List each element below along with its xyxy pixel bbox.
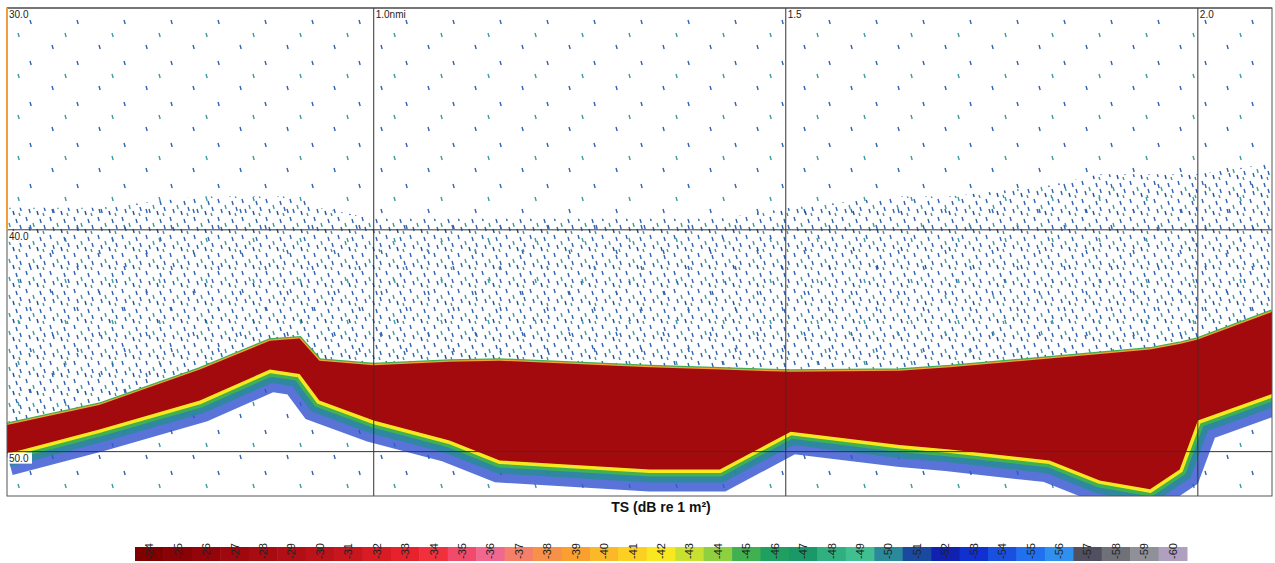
colorbar-tick-label: -43 bbox=[683, 543, 695, 559]
label-ground bbox=[8, 453, 32, 464]
tick-label: 40.0 bbox=[9, 231, 29, 242]
colorbar-tick-label: -39 bbox=[570, 543, 582, 559]
tick-label: 1.5 bbox=[788, 9, 802, 20]
colorbar-tick-label: -36 bbox=[484, 543, 496, 559]
colorbar-tick-label: -48 bbox=[826, 543, 838, 559]
colorbar-tick-label: -34 bbox=[428, 543, 440, 559]
colorbar-tick-label: -47 bbox=[797, 543, 809, 559]
grid-line bbox=[373, 8, 374, 496]
grid-line bbox=[1197, 8, 1198, 496]
seabed bbox=[7, 312, 1272, 489]
grid-line bbox=[7, 229, 1272, 230]
colorbar-tick-label: -24 bbox=[143, 543, 155, 559]
colorbar-tick-label: -46 bbox=[769, 543, 781, 559]
colorbar-tick-label: -33 bbox=[399, 543, 411, 559]
colorbar-tick-label: -52 bbox=[939, 543, 951, 559]
colorbar-tick-label: -58 bbox=[1110, 543, 1122, 559]
colorbar-tick-label: -41 bbox=[627, 543, 639, 559]
colorbar-tick-label: -25 bbox=[172, 543, 184, 559]
colorbar-tick-label: -26 bbox=[200, 543, 212, 559]
grid-line bbox=[7, 451, 1272, 452]
colorbar-tick-label: -51 bbox=[911, 543, 923, 559]
colorbar-tick-label: -49 bbox=[854, 543, 866, 559]
label-ground bbox=[8, 9, 32, 20]
plot-frame bbox=[7, 8, 1272, 496]
background-targets bbox=[7, 8, 1272, 496]
colorbar-tick-label: -27 bbox=[229, 543, 241, 559]
colorbar-tick-label: -45 bbox=[740, 543, 752, 559]
colorbar-tick-label: -44 bbox=[712, 543, 724, 559]
colorbar-tick-label: -59 bbox=[1138, 543, 1150, 559]
colorbar-tick-label: -35 bbox=[456, 543, 468, 559]
colorbar-tick-label: -30 bbox=[314, 543, 326, 559]
echogram: 30.0 40.0 50.0 1.0nmi 1.5 2.0 -24 -25 -26 -27 -28 -… bbox=[0, 0, 1275, 563]
plot-area bbox=[7, 8, 1272, 496]
colorbar-tick-label: -42 bbox=[655, 543, 667, 559]
tick-label: 50.0 bbox=[9, 453, 29, 464]
colorbar-tick-label: -37 bbox=[513, 543, 525, 559]
colorbar-tick-label: -55 bbox=[1025, 543, 1037, 559]
colorbar-tick-label: -31 bbox=[342, 543, 354, 559]
colorbar-tick-label: -28 bbox=[257, 543, 269, 559]
colorbar-tick-label: -50 bbox=[882, 543, 894, 559]
colorbar-tick-label: -60 bbox=[1167, 543, 1179, 559]
colorbar-tick-label: -54 bbox=[996, 543, 1008, 559]
colorbar-tick-label: -57 bbox=[1081, 543, 1093, 559]
colorbar-tick-label: -56 bbox=[1053, 543, 1065, 559]
left-marker bbox=[6, 8, 8, 230]
colorbar-tick-label: -32 bbox=[371, 543, 383, 559]
colorbar-title: TS (dB re 1 m²) bbox=[611, 499, 711, 515]
colorbar-tick-label: -38 bbox=[541, 543, 553, 559]
label-ground bbox=[8, 231, 32, 242]
tick-label: 2.0 bbox=[1200, 9, 1214, 20]
colorbar-tick-label: -53 bbox=[968, 543, 980, 559]
colorbar-tick-label: -40 bbox=[598, 543, 610, 559]
tick-label: 30.0 bbox=[9, 9, 29, 20]
colorbar-tick-label: -29 bbox=[285, 543, 297, 559]
grid-line bbox=[785, 8, 786, 496]
tick-label: 1.0nmi bbox=[376, 9, 406, 20]
